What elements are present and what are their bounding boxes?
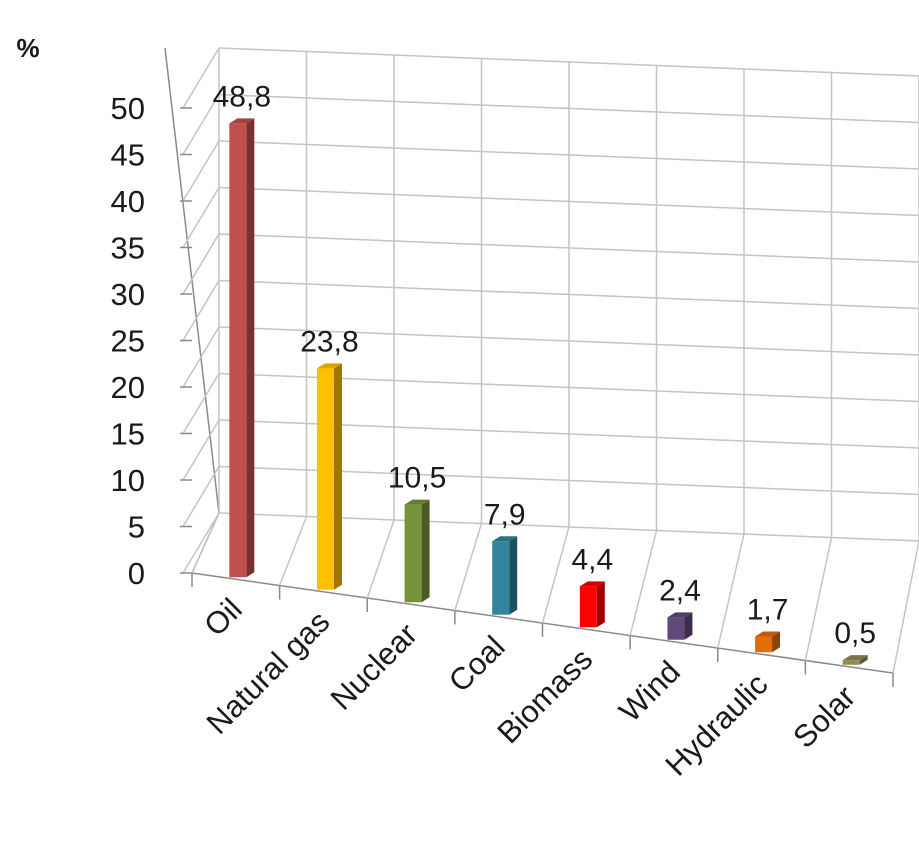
bars	[229, 118, 868, 665]
data-label: 0,5	[834, 617, 876, 650]
bar-top	[229, 118, 255, 124]
y-tick-label: 15	[111, 417, 145, 452]
y-tick-label: 40	[111, 184, 145, 219]
y-unit-label: %	[16, 33, 39, 63]
bar-coal	[492, 536, 518, 615]
back-wall-left-edge	[164, 47, 220, 514]
y-tick-label: 30	[111, 277, 145, 312]
bar-top	[579, 581, 605, 587]
bar-top	[667, 612, 693, 618]
data-label: 10,5	[388, 462, 446, 495]
data-label: 23,8	[300, 325, 358, 358]
bar-side	[246, 118, 255, 578]
bar-front	[229, 123, 247, 578]
y-tick-label: 25	[111, 324, 145, 359]
gridline-depth	[182, 47, 220, 109]
data-label: 1,7	[747, 593, 789, 626]
bar-front	[404, 504, 422, 603]
bar-side	[421, 499, 430, 603]
floor-depth-line	[804, 537, 833, 661]
bar-top	[404, 499, 430, 505]
x-tick-label: Wind	[612, 654, 687, 729]
data-label: 48,8	[213, 80, 271, 113]
bar-oil	[229, 118, 255, 578]
gridline-depth	[182, 140, 220, 202]
bar-natural-gas	[316, 363, 342, 590]
y-tick-label: 50	[111, 91, 145, 126]
y-tick-label: 5	[128, 510, 145, 545]
floor-depth-line	[454, 523, 483, 611]
bar-side	[772, 631, 781, 653]
floor-depth-line	[892, 540, 919, 674]
gridline-depth	[182, 512, 220, 574]
data-label: 4,4	[571, 543, 613, 576]
bar-front	[579, 586, 597, 628]
y-tick-label: 0	[128, 556, 145, 591]
y-tick-label: 10	[111, 463, 145, 498]
y-tick-label: 35	[111, 231, 145, 266]
bar-side	[859, 655, 868, 665]
bar-top	[755, 631, 781, 637]
floor-depth-line	[541, 526, 570, 624]
floor-depth-line	[278, 516, 308, 586]
floor-depth-line	[717, 533, 745, 649]
bar-side	[684, 612, 693, 640]
floor-depth-line	[366, 519, 395, 599]
gridline-depth	[182, 233, 220, 295]
gridlines	[164, 47, 919, 687]
bar-side	[509, 536, 518, 615]
bar-side	[596, 581, 605, 628]
bar-front	[316, 368, 334, 590]
y-tick-label: 20	[111, 370, 145, 405]
bar-side	[333, 363, 342, 590]
bar-wind	[667, 612, 693, 640]
gridline-depth	[182, 466, 220, 527]
x-tick-label: Nuclear	[324, 616, 424, 716]
floor-depth-line	[191, 512, 220, 574]
bar-front	[842, 660, 860, 665]
gridline-depth	[182, 280, 220, 341]
gridline-depth	[182, 326, 220, 388]
bar-top	[492, 536, 518, 542]
gridline-depth	[182, 373, 220, 434]
gridline-depth	[182, 94, 220, 155]
bar-front	[492, 541, 510, 615]
floor-depth-line	[629, 530, 658, 636]
bar-front	[667, 617, 685, 640]
bar-hydraulic	[755, 631, 781, 653]
bar-biomass	[579, 581, 605, 628]
x-tick-label: Solar	[786, 679, 862, 755]
x-tick-label: Coal	[442, 629, 512, 699]
bar-solar	[842, 655, 868, 665]
gridline-depth	[182, 419, 220, 481]
bar-front	[755, 636, 773, 653]
bar-nuclear	[404, 499, 430, 603]
y-tick-label: 45	[111, 138, 145, 173]
bar-top	[316, 363, 342, 369]
bar-top	[842, 655, 868, 661]
gridline-depth	[182, 187, 220, 248]
x-tick-label: Oil	[197, 591, 249, 643]
data-label: 7,9	[484, 498, 526, 531]
data-label: 2,4	[659, 574, 701, 607]
